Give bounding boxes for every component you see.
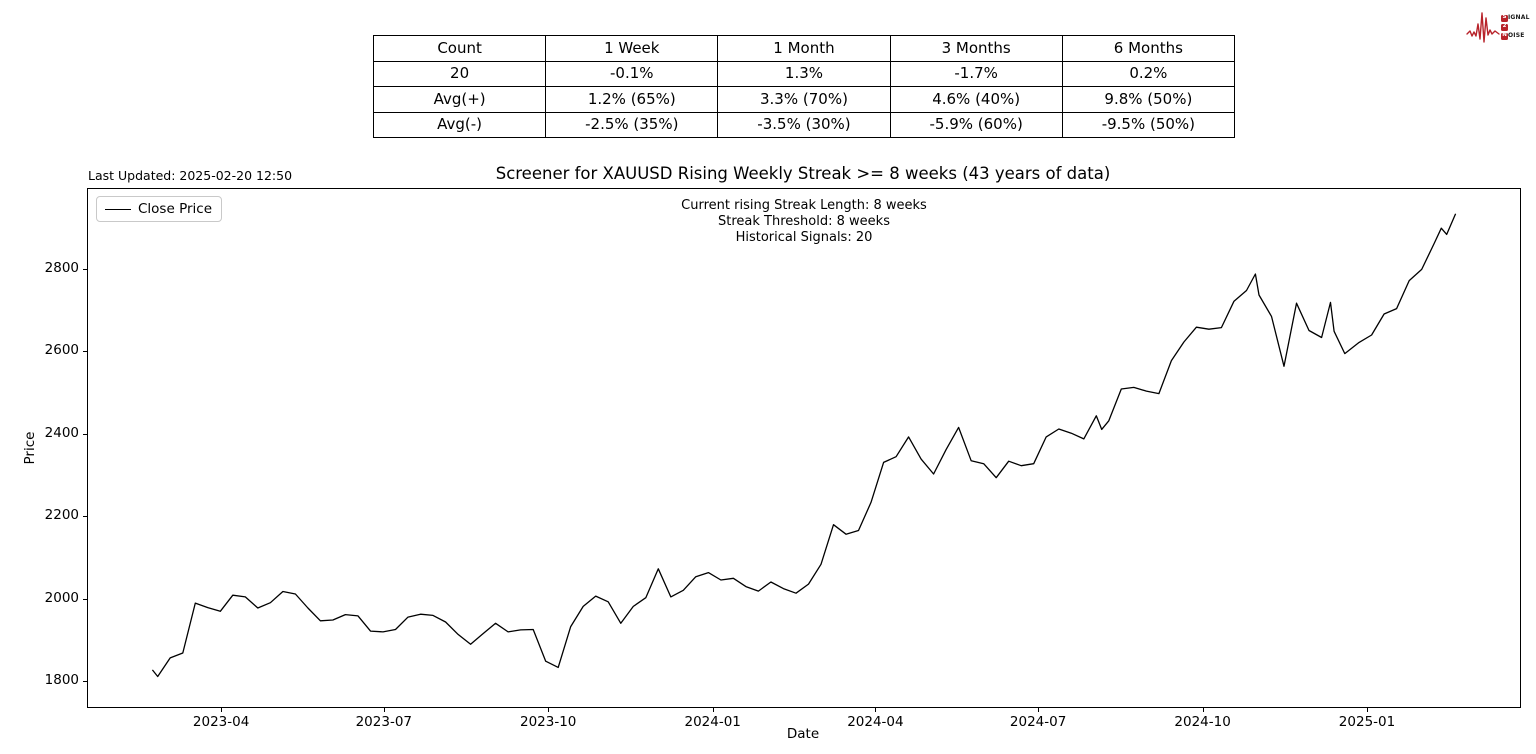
table-row: 20 -0.1% 1.3% -1.7% 0.2%	[372, 60, 1236, 87]
y-tick-mark	[83, 433, 87, 435]
x-tick-label: 2023-04	[192, 714, 250, 730]
legend: Close Price	[96, 196, 222, 222]
logo-row-3: N OISE	[1501, 32, 1530, 40]
x-tick-label: 2024-01	[684, 714, 741, 730]
x-tick-label: 2024-10	[1174, 714, 1231, 730]
y-tick-mark	[83, 681, 87, 682]
y-tick-label: 2000	[44, 589, 79, 606]
y-tick-mark	[83, 598, 87, 600]
table-cell: -5.9% (60%)	[889, 111, 1063, 138]
table-header-cell: 1 Week	[545, 35, 719, 62]
table-cell: 0.2%	[1061, 60, 1236, 87]
annotation-block: Current rising Streak Length: 8 weeks St…	[681, 198, 927, 246]
table-header-cell: 1 Month	[717, 35, 891, 62]
table-row: Avg(+) 1.2% (65%) 3.3% (70%) 4.6% (40%) 9.8%…	[372, 86, 1236, 113]
plot-area: Close Price Current rising Streak Length…	[87, 188, 1521, 708]
y-tick-label: 2800	[44, 259, 79, 276]
signal-stats-table: Count 1 Week 1 Month 3 Months 6 Months 20 -0.…	[372, 35, 1236, 138]
logo-badge: N	[1501, 32, 1508, 40]
table-header-row: Count 1 Week 1 Month 3 Months 6 Months	[372, 35, 1236, 62]
logo-badge: 2	[1501, 23, 1508, 31]
table-cell: 20	[372, 60, 547, 87]
y-tick-label: 2200	[44, 507, 79, 523]
table-cell: 1.3%	[717, 60, 891, 87]
table-header-cell: Count	[372, 35, 547, 62]
table-cell: 3.3% (70%)	[717, 86, 891, 113]
chart-title: Screener for XAUUSD Rising Weekly Streak…	[495, 164, 1111, 183]
table-cell: Avg(+)	[372, 86, 547, 113]
annotation-line-1: Current rising Streak Length: 8 weeks	[681, 198, 927, 213]
table-header-cell: 3 Months	[889, 35, 1063, 62]
x-tick-mark	[1202, 708, 1204, 712]
price-line-chart	[151, 213, 1457, 678]
table-cell: -3.5% (30%)	[717, 111, 891, 138]
legend-line-sample	[105, 208, 131, 210]
close-price-line	[151, 213, 1457, 678]
logo-rest-text: IGNAL	[1508, 14, 1530, 21]
x-axis-label: Date	[786, 726, 820, 742]
y-tick-label: 1800	[44, 672, 79, 688]
annotation-line-3: Historical Signals: 20	[735, 230, 873, 245]
x-tick-mark	[875, 708, 877, 712]
x-tick-mark	[712, 708, 714, 712]
signal2noise-logo: S IGNAL 2 N OISE	[1466, 5, 1532, 49]
y-tick-mark	[83, 516, 87, 517]
y-tick-label: 2600	[44, 342, 79, 359]
table-cell: 1.2% (65%)	[545, 86, 719, 113]
x-tick-label: 2024-04	[847, 714, 904, 730]
y-tick-label: 2400	[44, 424, 79, 441]
heartbeat-waveform-icon	[1466, 12, 1500, 43]
table-cell: -1.7%	[889, 60, 1063, 87]
table-cell: -2.5% (35%)	[545, 111, 719, 138]
x-tick-label: 2024-07	[1009, 714, 1067, 730]
logo-row-1: S IGNAL	[1501, 14, 1530, 22]
table-cell: Avg(-)	[372, 111, 547, 138]
x-tick-label: 2025-01	[1338, 714, 1396, 730]
last-updated-text: Last Updated: 2025-02-20 12:50	[88, 168, 293, 183]
x-tick-mark	[383, 708, 385, 712]
table-header-cell: 6 Months	[1061, 35, 1236, 62]
logo-rest-text: OISE	[1508, 32, 1525, 39]
x-tick-mark	[548, 708, 550, 712]
x-tick-mark	[221, 708, 223, 712]
table-cell: 9.8% (50%)	[1061, 86, 1236, 113]
table-cell: -0.1%	[545, 60, 719, 87]
logo-badge: S	[1501, 14, 1508, 22]
y-tick-mark	[83, 268, 87, 270]
logo-row-2: 2	[1501, 23, 1530, 31]
logo-text: S IGNAL 2 N OISE	[1501, 14, 1530, 40]
table-row: Avg(-) -2.5% (35%) -3.5% (30%) -5.9% (60%) -…	[372, 111, 1236, 138]
x-tick-label: 2023-10	[519, 714, 577, 730]
x-tick-label: 2023-07	[355, 714, 412, 730]
table-cell: 4.6% (40%)	[889, 86, 1063, 113]
x-tick-mark	[1367, 708, 1368, 712]
annotation-line-2: Streak Threshold: 8 weeks	[718, 214, 890, 229]
y-tick-mark	[83, 351, 87, 353]
legend-label: Close Price	[138, 201, 212, 217]
x-tick-mark	[1038, 708, 1040, 712]
table-cell: -9.5% (50%)	[1061, 111, 1236, 138]
